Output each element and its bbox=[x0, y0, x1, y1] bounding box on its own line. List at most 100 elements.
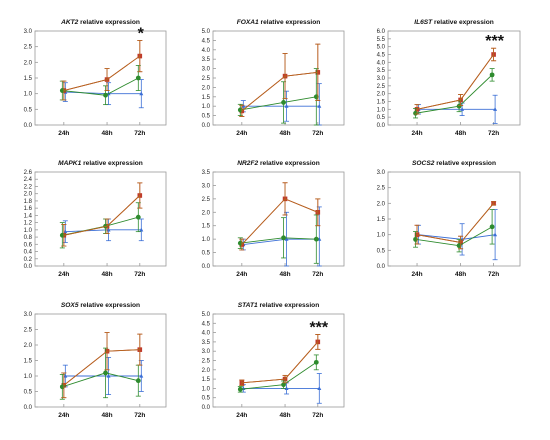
series-3 bbox=[414, 201, 497, 250]
point-triangle bbox=[284, 386, 289, 390]
y-tick-label: 3.0 bbox=[377, 76, 386, 82]
series-line bbox=[63, 195, 141, 236]
point-triangle bbox=[63, 373, 68, 378]
series-line bbox=[63, 349, 140, 386]
point-circle bbox=[489, 72, 495, 78]
series-0 bbox=[62, 356, 144, 396]
y-tick-label: 0.0 bbox=[202, 264, 211, 270]
chart-title-gene: IL6ST bbox=[414, 19, 433, 26]
y-tick-label: 4.0 bbox=[202, 48, 211, 54]
y-tick-label: 1.0 bbox=[377, 233, 386, 239]
point-triangle bbox=[284, 104, 289, 108]
y-tick-label: 0.0 bbox=[24, 405, 33, 411]
y-tick-label: 0.0 bbox=[202, 405, 211, 411]
y-tick-label: 2.2 bbox=[24, 184, 33, 190]
y-tick-label: 5.0 bbox=[202, 312, 211, 318]
y-tick-label: 1.0 bbox=[202, 386, 211, 392]
series-0 bbox=[62, 218, 144, 243]
series-line bbox=[416, 203, 494, 243]
point-triangle bbox=[63, 229, 68, 234]
y-tick-label: 6.0 bbox=[377, 29, 386, 35]
x-tick-label: 72h bbox=[134, 130, 145, 137]
series-line bbox=[241, 71, 318, 112]
chart-title-suffix: relative expression bbox=[259, 19, 321, 26]
y-tick-label: 2.5 bbox=[377, 186, 386, 192]
point-circle bbox=[135, 75, 141, 81]
x-tick-label: 48h bbox=[279, 130, 290, 137]
y-tick-label: 5.0 bbox=[377, 45, 386, 51]
y-tick-label: 1.5 bbox=[202, 95, 211, 101]
y-tick-label: 0.5 bbox=[377, 115, 386, 121]
y-tick-label: 1.5 bbox=[202, 224, 211, 230]
chart-title-gene: STAT1 bbox=[238, 302, 258, 309]
chart-title-gene: SOCS2 bbox=[412, 160, 435, 167]
point-triangle bbox=[139, 91, 144, 96]
y-tick-label: 4.5 bbox=[202, 38, 211, 44]
point-triangle bbox=[284, 236, 289, 241]
y-tick-label: 1.4 bbox=[24, 213, 33, 219]
series-3 bbox=[239, 182, 321, 251]
y-tick-label: 2.0 bbox=[377, 92, 386, 98]
series-3 bbox=[414, 47, 497, 115]
series-line bbox=[241, 198, 318, 245]
significance-marker: *** bbox=[485, 33, 504, 50]
y-tick-label: 2.0 bbox=[202, 368, 211, 374]
y-tick-label: 1.5 bbox=[202, 377, 211, 383]
y-tick-label: 1.0 bbox=[24, 228, 33, 234]
chart-title-suffix: relative expression bbox=[432, 19, 494, 26]
y-tick-label: 0.2 bbox=[24, 257, 33, 263]
y-tick-label: 2.0 bbox=[202, 210, 211, 216]
chart-title-gene: SOX5 bbox=[61, 302, 79, 309]
chart-title-suffix: relative expression bbox=[434, 160, 496, 167]
significance-marker: * bbox=[138, 25, 145, 42]
y-tick-label: 1.5 bbox=[377, 217, 386, 223]
series-line bbox=[416, 54, 494, 110]
y-tick-label: 0.0 bbox=[377, 123, 386, 129]
y-tick-label: 1.5 bbox=[24, 359, 33, 365]
y-tick-label: 2.6 bbox=[24, 170, 33, 176]
y-tick-label: 0.0 bbox=[377, 264, 386, 270]
chart-panel-foxa1: FOXA1 relative expression 0.0 0.5 1.0 1.5 2.0… bbox=[202, 19, 345, 137]
series-line bbox=[63, 55, 141, 91]
chart-title-gene: NR2F2 bbox=[237, 160, 258, 167]
y-tick-label: 4.0 bbox=[202, 331, 211, 337]
series-3 bbox=[239, 334, 321, 387]
y-tick-label: 5.5 bbox=[377, 37, 386, 43]
y-tick-label: 3.5 bbox=[202, 340, 211, 346]
chart-panel-akt2: AKT2 relative expression 0.0 0.5 1.0 1.5 2.0 2… bbox=[24, 19, 167, 137]
chart-panel-stat1: STAT1 relative expression 0.0 0.5 1.0 1.5 2.0… bbox=[202, 302, 345, 419]
x-tick-label: 24h bbox=[411, 271, 422, 278]
y-tick-label: 1.0 bbox=[24, 374, 33, 380]
x-tick-label: 24h bbox=[411, 130, 422, 137]
y-tick-label: 2.5 bbox=[24, 328, 33, 334]
x-tick-label: 72h bbox=[312, 130, 323, 137]
y-tick-label: 4.5 bbox=[377, 53, 386, 59]
series-0 bbox=[240, 206, 322, 267]
x-tick-label: 48h bbox=[279, 412, 290, 419]
x-tick-label: 48h bbox=[455, 271, 466, 278]
point-circle bbox=[281, 382, 286, 388]
x-tick-label: 48h bbox=[279, 271, 290, 278]
chart-title-gene: MAPK1 bbox=[58, 160, 81, 167]
y-tick-label: 3.0 bbox=[24, 29, 33, 35]
y-tick-label: 2.0 bbox=[202, 85, 211, 91]
x-tick-label: 72h bbox=[488, 271, 499, 278]
y-tick-label: 4.0 bbox=[377, 60, 386, 66]
x-tick-label: 24h bbox=[236, 412, 247, 419]
x-tick-label: 24h bbox=[58, 271, 69, 278]
y-tick-label: 1.0 bbox=[202, 104, 211, 110]
chart-panel-mapk1: MAPK1 relative expression 0.00.20.4 0.60.8… bbox=[24, 160, 167, 278]
x-tick-label: 48h bbox=[101, 271, 112, 278]
series-3 bbox=[61, 182, 143, 247]
y-tick-label: 0.5 bbox=[202, 251, 211, 257]
y-tick-label: 1.0 bbox=[202, 237, 211, 243]
y-tick-label: 0.0 bbox=[24, 123, 33, 129]
point-circle bbox=[489, 224, 495, 230]
chart-title: FOXA1 relative expression bbox=[237, 19, 321, 26]
point-circle bbox=[237, 386, 243, 392]
y-tick-label: 3.0 bbox=[202, 349, 211, 355]
point-circle bbox=[135, 214, 141, 220]
point-circle bbox=[135, 378, 141, 384]
point-triangle bbox=[460, 107, 465, 111]
y-tick-label: 3.5 bbox=[202, 170, 211, 176]
